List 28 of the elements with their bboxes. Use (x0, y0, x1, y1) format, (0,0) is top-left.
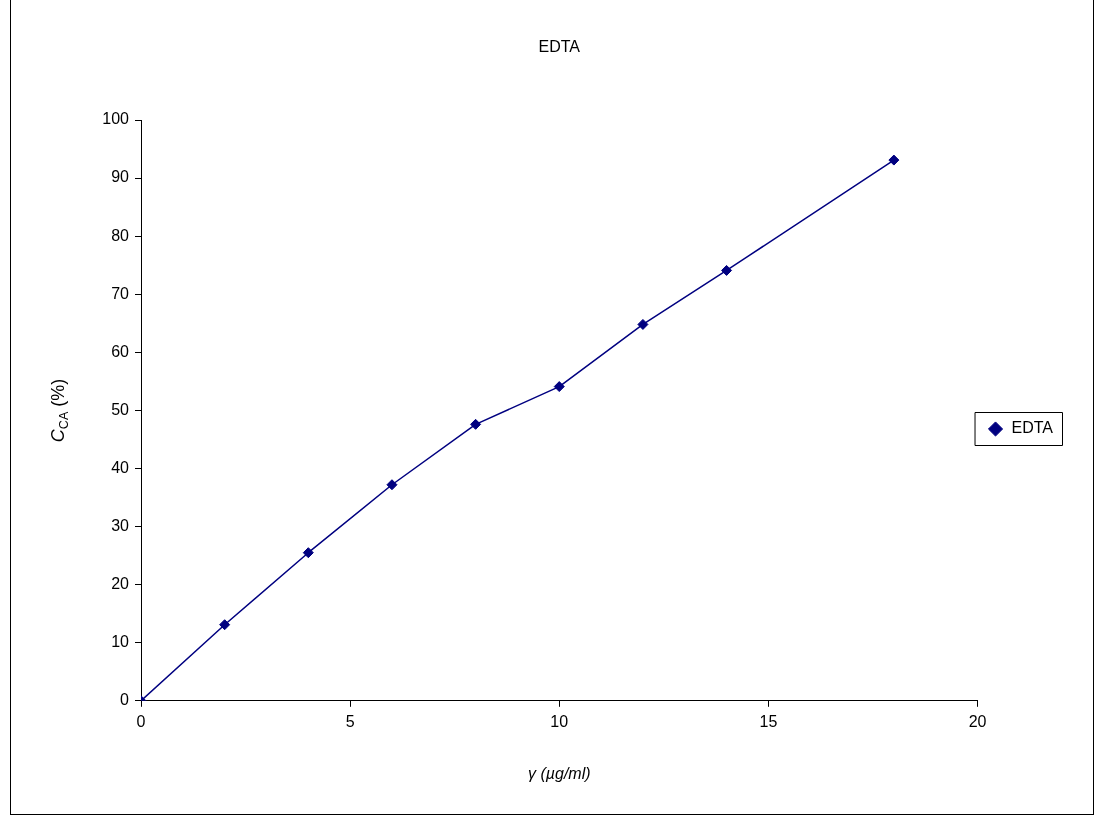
point (553, 381, 565, 393)
y-tick-label: 50 (111, 400, 130, 418)
y-tick-label: 30 (111, 516, 130, 534)
chart-title: EDTA (538, 38, 581, 56)
x-tick-label: 0 (136, 712, 146, 730)
y-tick-label: 100 (102, 110, 130, 128)
y-axis-title: CCA (%) (47, 378, 71, 443)
x-tick-label: 10 (550, 712, 569, 730)
point (470, 418, 482, 430)
point (386, 479, 398, 491)
x-tick-label: 20 (968, 712, 987, 730)
x-tick-label: 5 (345, 712, 355, 730)
y-tick-label: 90 (111, 168, 130, 186)
y-tick-label: 20 (111, 575, 130, 593)
point (302, 547, 314, 559)
point (637, 318, 649, 330)
x-tick-label: 15 (759, 712, 778, 730)
y-tick-label: 0 (120, 691, 130, 709)
y-tick-label: 40 (111, 458, 130, 476)
point (721, 264, 733, 276)
y-tick-label: 60 (111, 342, 130, 360)
point (219, 619, 231, 631)
legend-label: EDTA (1011, 419, 1054, 437)
x-axis-title: γ (µg/ml) (527, 765, 591, 783)
point (888, 154, 900, 166)
y-tick-label: 10 (111, 633, 130, 651)
y-tick-label: 70 (111, 284, 130, 302)
y-tick-label: 80 (111, 226, 130, 244)
